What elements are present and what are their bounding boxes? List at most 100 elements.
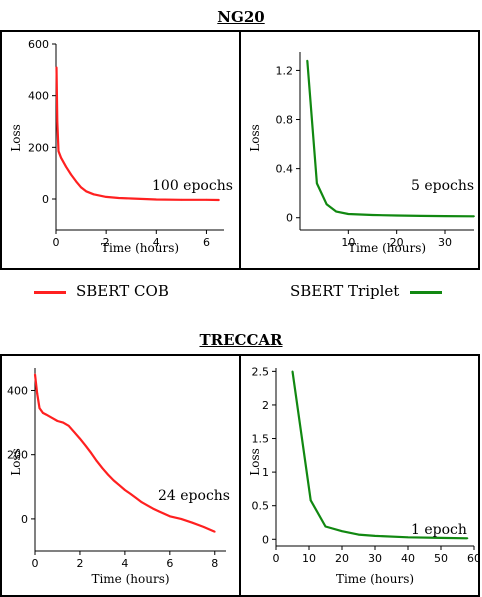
data-point	[324, 525, 327, 528]
data-point	[357, 533, 360, 536]
data-point	[291, 370, 294, 373]
data-point	[335, 210, 338, 213]
ng20-cob-plot: 0 200 400 600 0 2 4 6 Time (hours) Loss 100 epochs	[9, 38, 233, 255]
data-point	[152, 507, 154, 510]
data-point	[168, 515, 171, 518]
y-tick-label: 0.5	[252, 500, 270, 513]
y-axis-label: Loss	[248, 124, 262, 152]
data-point	[140, 501, 143, 504]
data-point	[57, 150, 60, 153]
data-point	[466, 537, 469, 540]
y-tick-label: 0.8	[276, 114, 294, 127]
x-tick-label: 2	[76, 557, 83, 570]
data-point	[65, 165, 67, 168]
data-point	[395, 214, 398, 217]
data-point	[107, 473, 109, 476]
y-tick-label: 0	[21, 513, 28, 526]
treccar-triplet-plot: 0 0.5 1 1.5 2 2.5 0 10 20 30 40 50 60 Time (hours) Los…	[248, 365, 478, 586]
data-point	[202, 526, 205, 528]
data-point	[85, 190, 87, 193]
data-point	[155, 198, 158, 201]
data-point	[180, 517, 182, 520]
x-tick-label: 30	[368, 552, 382, 565]
treccar-cob-plot: 0 200 400 0 2 4 6 8 Time (hours) Loss 24 epochs	[7, 368, 230, 586]
data-point	[34, 373, 36, 376]
epochs-annotation: 24 epochs	[158, 488, 230, 504]
data-point	[440, 537, 442, 539]
legend-swatch-triplet	[410, 291, 442, 294]
data-point	[316, 182, 318, 185]
ng20-title: NG20	[217, 8, 265, 26]
data-point	[347, 213, 350, 215]
data-point	[341, 530, 343, 533]
y-tick-label: 0.4	[276, 163, 294, 176]
x-axis-label: Time (hours)	[101, 241, 179, 255]
data-point	[407, 536, 409, 539]
data-point	[306, 59, 309, 62]
data-point	[129, 492, 132, 495]
data-point	[135, 497, 138, 499]
data-point	[45, 413, 48, 416]
y-tick-label: 200	[28, 141, 49, 154]
x-tick-label: 4	[153, 236, 160, 249]
y-axis-label: Loss	[9, 124, 23, 152]
legend-swatch-cob	[34, 291, 66, 294]
data-point	[130, 197, 133, 200]
x-tick-label: 0	[273, 552, 280, 565]
x-axis-label: Time (hours)	[336, 572, 414, 586]
x-tick-label: 30	[438, 236, 452, 249]
x-axis-label: Time (hours)	[348, 241, 426, 255]
data-point	[444, 215, 446, 218]
x-tick-label: 6	[166, 557, 173, 570]
y-tick-label: 0	[262, 533, 269, 546]
data-point	[56, 420, 59, 422]
ng20-cob-chart: 0 200 400 600 0 2 4 6 Time (hours) Loss 100 epochs	[0, 30, 241, 270]
data-point	[218, 199, 220, 201]
y-tick-label: 0	[286, 212, 293, 225]
data-point	[419, 214, 422, 217]
data-point	[146, 504, 149, 507]
x-tick-label: 0	[53, 236, 60, 249]
legend-label-cob: SBERT COB	[76, 282, 169, 300]
data-point	[84, 444, 87, 447]
data-point	[371, 214, 374, 216]
data-point	[123, 489, 126, 491]
data-point	[62, 421, 64, 424]
data-point	[79, 437, 81, 440]
ng20-triplet-plot: 0 0.4 0.8 1.2 10 20 30 Time (hours) Loss 5 epochs	[248, 52, 475, 255]
data-point	[157, 510, 160, 513]
x-tick-label: 6	[203, 236, 210, 249]
data-point	[36, 392, 39, 395]
x-tick-label: 20	[335, 552, 349, 565]
treccar-triplet-chart: 0 0.5 1 1.5 2 2.5 0 10 20 30 40 50 60 Time (hours) Los…	[239, 354, 480, 597]
y-tick-label: 2	[262, 399, 269, 412]
data-point	[325, 203, 328, 206]
y-tick-label: 200	[7, 449, 28, 462]
data-point	[90, 452, 93, 454]
y-tick-label: 1	[262, 466, 269, 479]
data-point	[55, 66, 58, 69]
data-point	[163, 512, 166, 515]
treccar-title: TRECCAR	[199, 331, 283, 349]
data-point	[60, 156, 62, 159]
x-tick-label: 20	[390, 236, 404, 249]
data-point	[75, 180, 77, 183]
y-tick-label: 2.5	[252, 365, 270, 378]
series-line-sbert-cob	[33, 374, 216, 533]
data-point	[473, 215, 475, 218]
legend: SBERT COB SBERT Triplet	[0, 280, 482, 304]
data-point	[213, 530, 216, 533]
treccar-cob-chart: 0 200 400 0 2 4 6 8 Time (hours) Loss 24 epochs	[0, 354, 241, 597]
data-point	[80, 186, 82, 189]
x-tick-label: 10	[302, 552, 316, 565]
data-point	[374, 535, 376, 537]
data-point	[50, 416, 53, 419]
series-line-sbert-triplet	[291, 371, 468, 540]
data-point	[73, 431, 76, 434]
data-point	[70, 173, 72, 176]
data-point	[38, 407, 41, 410]
y-axis-label: Loss	[248, 448, 262, 476]
data-point	[191, 521, 194, 524]
legend-label-triplet: SBERT Triplet	[290, 282, 400, 300]
data-point	[92, 193, 95, 196]
